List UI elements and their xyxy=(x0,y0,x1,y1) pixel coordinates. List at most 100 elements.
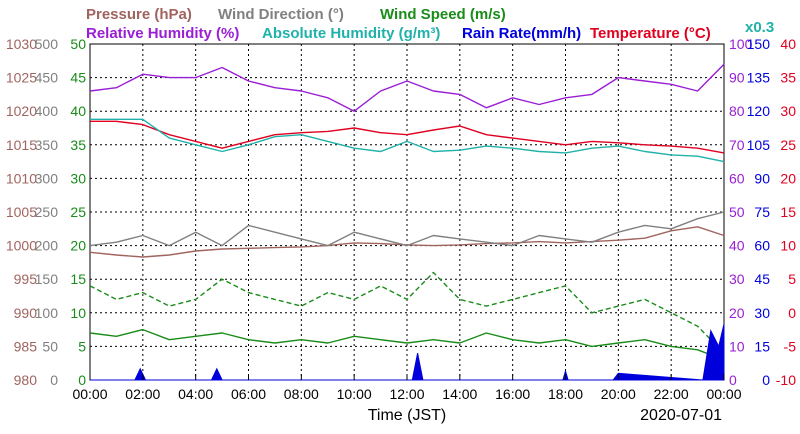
abs-humidity-scale-label: x0.3 xyxy=(745,19,774,36)
y-tick-wind-speed: 15 xyxy=(70,271,86,287)
y-tick-relative-humidity: 50 xyxy=(729,204,745,220)
y-tick-temperature: -5 xyxy=(784,338,797,354)
legend-relative-humidity: Relative Humidity (%) xyxy=(86,25,239,42)
axis-ticks: 00:00 02:00 04:00 06:00 08:00 10:00 12:00 14:00… xyxy=(6,36,796,402)
y-tick-wind-direction: 300 xyxy=(35,170,59,186)
x-tick-label: 04:00 xyxy=(178,386,213,402)
y-tick-wind-direction: 350 xyxy=(35,137,59,153)
y-tick-pressure: 980 xyxy=(14,372,38,388)
y-tick-rain-rate: 75 xyxy=(754,204,770,220)
y-tick-wind-direction: 200 xyxy=(35,238,59,254)
y-tick-rain-rate: 105 xyxy=(747,137,771,153)
y-tick-temperature: 0 xyxy=(788,305,796,321)
y-tick-wind-direction: 500 xyxy=(35,36,59,52)
legend-pressure: Pressure (hPa) xyxy=(86,6,192,23)
y-tick-relative-humidity: 0 xyxy=(729,372,737,388)
y-tick-pressure: 1005 xyxy=(6,204,37,220)
y-tick-wind-speed: 50 xyxy=(70,36,86,52)
y-tick-wind-speed: 25 xyxy=(70,204,86,220)
date-label: 2020-07-01 xyxy=(640,407,722,424)
series-rain-rate xyxy=(90,323,725,381)
y-tick-relative-humidity: 70 xyxy=(729,137,745,153)
y-tick-rain-rate: 90 xyxy=(754,170,770,186)
y-tick-rain-rate: 120 xyxy=(747,103,771,119)
y-tick-temperature: 40 xyxy=(780,36,796,52)
series-line-4 xyxy=(89,211,725,247)
y-tick-pressure: 1010 xyxy=(6,170,37,186)
legend-wind-direction: Wind Direction (°) xyxy=(218,6,344,23)
x-tick-label: 14:00 xyxy=(442,386,477,402)
y-tick-temperature: 15 xyxy=(780,204,796,220)
y-tick-relative-humidity: 10 xyxy=(729,338,745,354)
y-tick-temperature: 5 xyxy=(788,271,796,287)
x-tick-label: 02:00 xyxy=(125,386,160,402)
y-tick-relative-humidity: 30 xyxy=(729,271,745,287)
y-tick-rain-rate: 0 xyxy=(762,372,770,388)
y-tick-wind-direction: 450 xyxy=(35,70,59,86)
y-tick-wind-direction: 100 xyxy=(35,305,59,321)
y-tick-relative-humidity: 90 xyxy=(729,70,745,86)
y-tick-temperature: 30 xyxy=(780,103,796,119)
y-tick-pressure: 990 xyxy=(14,305,38,321)
x-tick-label: 22:00 xyxy=(654,386,689,402)
series-line-1 xyxy=(90,120,725,154)
y-tick-pressure: 1015 xyxy=(6,137,37,153)
y-tick-wind-speed: 10 xyxy=(70,305,86,321)
y-tick-wind-direction: 50 xyxy=(42,338,58,354)
y-tick-wind-speed: 0 xyxy=(78,372,86,388)
y-tick-wind-direction: 0 xyxy=(50,372,58,388)
y-tick-pressure: 1000 xyxy=(6,238,37,254)
x-tick-label: 12:00 xyxy=(389,386,424,402)
y-tick-wind-speed: 20 xyxy=(70,238,86,254)
y-tick-wind-speed: 35 xyxy=(70,137,86,153)
y-tick-wind-speed: 5 xyxy=(78,338,86,354)
y-tick-wind-speed: 45 xyxy=(70,70,86,86)
y-tick-relative-humidity: 60 xyxy=(729,170,745,186)
y-tick-temperature: 25 xyxy=(780,137,796,153)
legend: Pressure (hPa) Wind Direction (°) Wind S… xyxy=(86,6,774,42)
y-tick-rain-rate: 60 xyxy=(754,238,770,254)
x-axis-label: Time (JST) xyxy=(368,407,447,424)
y-tick-rain-rate: 135 xyxy=(747,70,771,86)
legend-absolute-humidity: Absolute Humidity (g/m³) xyxy=(262,25,440,42)
y-tick-rain-rate: 150 xyxy=(747,36,771,52)
x-tick-label: 00:00 xyxy=(72,386,107,402)
x-tick-label: 06:00 xyxy=(231,386,266,402)
y-tick-temperature: 35 xyxy=(780,70,796,86)
x-tick-label: 18:00 xyxy=(548,386,583,402)
y-tick-relative-humidity: 20 xyxy=(729,305,745,321)
y-tick-rain-rate: 45 xyxy=(754,271,770,287)
x-tick-label: 10:00 xyxy=(337,386,372,402)
grid xyxy=(90,44,724,380)
y-tick-wind-direction: 150 xyxy=(35,271,59,287)
x-tick-label: 00:00 xyxy=(706,386,741,402)
y-tick-temperature: 10 xyxy=(780,238,796,254)
x-tick-label: 16:00 xyxy=(495,386,530,402)
y-tick-temperature: -10 xyxy=(776,372,796,388)
y-tick-pressure: 1025 xyxy=(6,70,37,86)
x-tick-label: 08:00 xyxy=(284,386,319,402)
legend-temperature: Temperature (°C) xyxy=(590,25,711,42)
series-line-2 xyxy=(90,118,725,163)
y-tick-rain-rate: 15 xyxy=(754,338,770,354)
y-tick-wind-direction: 400 xyxy=(35,103,59,119)
series-line-0 xyxy=(89,63,725,112)
y-tick-relative-humidity: 40 xyxy=(729,238,745,254)
plot-series xyxy=(89,63,725,381)
y-tick-pressure: 1030 xyxy=(6,36,37,52)
series-line-6 xyxy=(89,328,725,361)
y-tick-wind-direction: 250 xyxy=(35,204,59,220)
y-tick-wind-speed: 40 xyxy=(70,103,86,119)
series-line-5 xyxy=(89,271,725,354)
y-tick-pressure: 1020 xyxy=(6,103,37,119)
legend-rain-rate: Rain Rate(mm/h) xyxy=(462,25,581,42)
y-tick-pressure: 985 xyxy=(14,338,38,354)
y-tick-wind-speed: 30 xyxy=(70,170,86,186)
legend-wind-speed: Wind Speed (m/s) xyxy=(380,6,506,23)
y-tick-rain-rate: 30 xyxy=(754,305,770,321)
y-tick-relative-humidity: 100 xyxy=(729,36,753,52)
x-tick-label: 20:00 xyxy=(601,386,636,402)
y-tick-relative-humidity: 80 xyxy=(729,103,745,119)
y-tick-pressure: 995 xyxy=(14,271,38,287)
